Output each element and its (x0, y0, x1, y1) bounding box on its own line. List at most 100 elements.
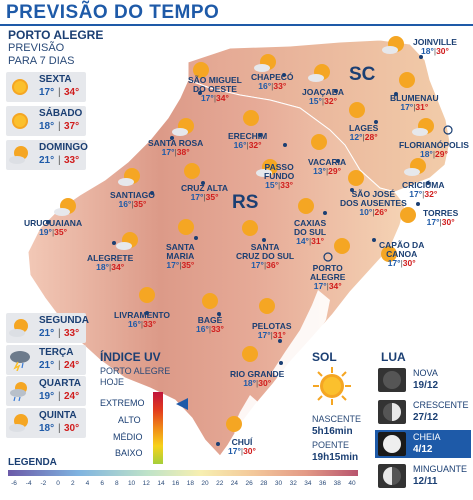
day-max-temp: 33° (64, 155, 80, 166)
legend-tick: 24 (230, 480, 239, 487)
last-quarter-moon-icon (378, 464, 406, 488)
day-card-friday: SEXTA 17° | 34° (6, 72, 86, 102)
first-quarter-moon-icon (378, 400, 406, 424)
city-rio-grande: RIO GRANDE 18°|30° (230, 369, 285, 388)
day-max-temp: 24° (64, 360, 80, 371)
legend-tick: 38 (333, 480, 341, 487)
legend-tick: 26 (245, 480, 253, 487)
day-name: QUARTA (39, 378, 82, 389)
header: PREVISÃO DO TEMPO (0, 0, 473, 26)
city-sao-miguel-do-oeste: SÃO MIGUEL DO OESTE 17°|34° (188, 75, 242, 103)
city-sao-jose-dos-ausentes: SÃO JOSÉ DOS AUSENTES 10°|26° (340, 189, 407, 217)
legend-ticks: -6 -4 -2 0 2 4 6 8 10 12 14 16 18 20 22 24 26 28 30 32 34 36 3… (8, 480, 358, 490)
legend-tick: 40 (348, 480, 356, 487)
city-cruz-alta: CRUZ ALTA 17°|35° (181, 183, 229, 202)
day-card-wednesday: QUARTA 19° | 24° (6, 376, 86, 406)
legend-tick: 2 (70, 480, 75, 487)
legend-tick: 22 (216, 480, 224, 487)
day-name: QUINTA (39, 410, 77, 421)
city-santa-cruz-do-sul: SANTA CRUZ DO SUL 17°|36° (236, 242, 295, 270)
page-title: PREVISÃO DO TEMPO (6, 2, 220, 23)
sunrise-label: NASCENTE (312, 414, 362, 424)
day-min-temp: 21° (39, 328, 55, 339)
uv-index-subtitle: PORTO ALEGRE HOJE (100, 366, 171, 387)
city-bage: BAGÉ 16°|33° (196, 315, 224, 334)
city-torres: TORRES 17°|30° (423, 208, 459, 227)
moon-section-title: LUA (381, 350, 406, 364)
legend-title: LEGENDA (8, 457, 57, 468)
legend-tick: 32 (289, 480, 297, 487)
sun-icon (12, 113, 28, 129)
day-name: TERÇA (39, 347, 74, 358)
legend-tick: 16 (172, 480, 180, 487)
day-card-sunday: DOMINGO 21° | 33° (6, 140, 88, 170)
city-chui: CHUÍ 17°|30° (228, 437, 256, 456)
sun-large-icon (313, 367, 351, 405)
city-santa-maria: SANTA MARIA 17°|35° (166, 242, 195, 270)
legend-tick: 36 (318, 480, 327, 487)
sunset-time: 19h15min (312, 452, 359, 463)
day-card-monday: SEGUNDA 21° | 33° (6, 313, 90, 343)
day-min-temp: 19° (39, 391, 55, 402)
day-name: DOMINGO (39, 142, 88, 153)
city-caxias-do-sul: CAXIAS DO SUL 14°|31° (294, 218, 327, 246)
legend-tick: 12 (142, 480, 150, 487)
state-label-rs: RS (232, 192, 259, 213)
day-max-temp: 37° (64, 121, 80, 132)
city-criciuma: CRICIÚMA 17°|32° (402, 180, 445, 199)
legend-tick: 4 (85, 480, 90, 487)
legend-tick: 18 (186, 480, 194, 487)
sun-cloud-icon (9, 146, 28, 164)
legend-tick: 10 (127, 480, 136, 487)
city-erechim: ERECHIM 16°|32° (228, 131, 268, 150)
legend-tick: 30 (274, 480, 283, 487)
legend-tick: -4 (25, 480, 32, 487)
sunrise-time: 5h16min (312, 426, 353, 437)
sun-cloud-icon (9, 414, 28, 432)
day-card-tuesday: TERÇA 21° | 24° (6, 345, 86, 375)
day-max-temp: 30° (64, 423, 80, 434)
city-uruguaiana: URUGUAIANA 19°|35° (24, 218, 83, 237)
legend-tick: 34 (304, 480, 312, 487)
city-livramento: LIVRAMENTO 16°|33° (114, 310, 171, 329)
day-max-temp: 24° (64, 391, 80, 402)
day-name: SEGUNDA (39, 315, 90, 326)
city-chapeco: CHAPECÓ 16°|33° (251, 72, 294, 91)
city-joinville: JOINVILLE 18°|30° (413, 37, 457, 56)
sunset-label: POENTE (312, 440, 350, 450)
city-santa-rosa: SANTA ROSA 17°|38° (148, 138, 204, 157)
state-label-sc: SC (349, 64, 376, 85)
day-min-temp: 17° (39, 87, 55, 98)
city-santiago: SANTIAGO 16°|35° (110, 190, 155, 209)
city-passo-fundo: PASSO FUNDO 15°|33° (264, 162, 295, 190)
day-name: SÁBADO (39, 108, 83, 119)
day-min-temp: 21° (39, 360, 55, 371)
legend-tick: 0 (56, 480, 60, 487)
moon-phase-cheia: CHEIA 4/12 (375, 430, 471, 458)
sun-section-title: SOL (312, 350, 337, 364)
legend-tick: 8 (115, 480, 119, 487)
city-blumenau: BLUMENAU 17°|31° (390, 93, 439, 112)
sun-cloud-icon (9, 319, 28, 337)
lagoa-dos-patos (272, 290, 330, 380)
weather-map (27, 39, 451, 457)
title-underline (0, 24, 473, 26)
storm-icon (10, 351, 30, 371)
city-lages: LAGES 12°|28° (349, 123, 379, 142)
city-florianopolis: FLORIANÓPOLIS 18°|29° (399, 140, 469, 159)
legend-tick: 20 (201, 480, 209, 487)
uv-level-alto: ALTO (118, 415, 141, 425)
day-min-temp: 18° (39, 423, 55, 434)
uv-index-title: ÍNDICE UV (100, 350, 161, 364)
city-porto-alegre: PORTO ALEGRE 17°|34° (310, 263, 346, 291)
moon-phase-nova: NOVA 19/12 (375, 366, 471, 394)
uv-scale-bar (153, 392, 163, 464)
city-capao-da-canoa: CAPÃO DA CANOA 17°|30° (379, 240, 425, 268)
day-max-temp: 33° (64, 328, 80, 339)
day-card-saturday: SÁBADO 18° | 37° (6, 106, 86, 136)
full-moon-icon (378, 432, 406, 456)
uv-level-medio: MÉDIO (113, 432, 143, 442)
city-joacaba: JOAÇABA 15°|32° (302, 87, 345, 106)
city-alegrete: ALEGRETE 18°|34° (87, 253, 134, 272)
day-card-thursday: QUINTA 18° | 30° (6, 408, 86, 438)
